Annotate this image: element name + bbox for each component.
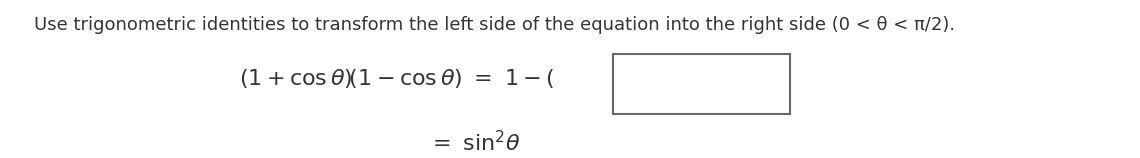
Bar <box>613 54 790 114</box>
Text: $\left(1 + \cos\theta\right)\!\left(1 - \cos\theta\right)\ =\ 1 - \left(\quad\qu: $\left(1 + \cos\theta\right)\!\left(1 - … <box>239 67 693 91</box>
Text: $=\ \sin^2\!\theta$: $=\ \sin^2\!\theta$ <box>428 130 520 155</box>
Text: Use trigonometric identities to transform the left side of the equation into the: Use trigonometric identities to transfor… <box>34 16 955 34</box>
